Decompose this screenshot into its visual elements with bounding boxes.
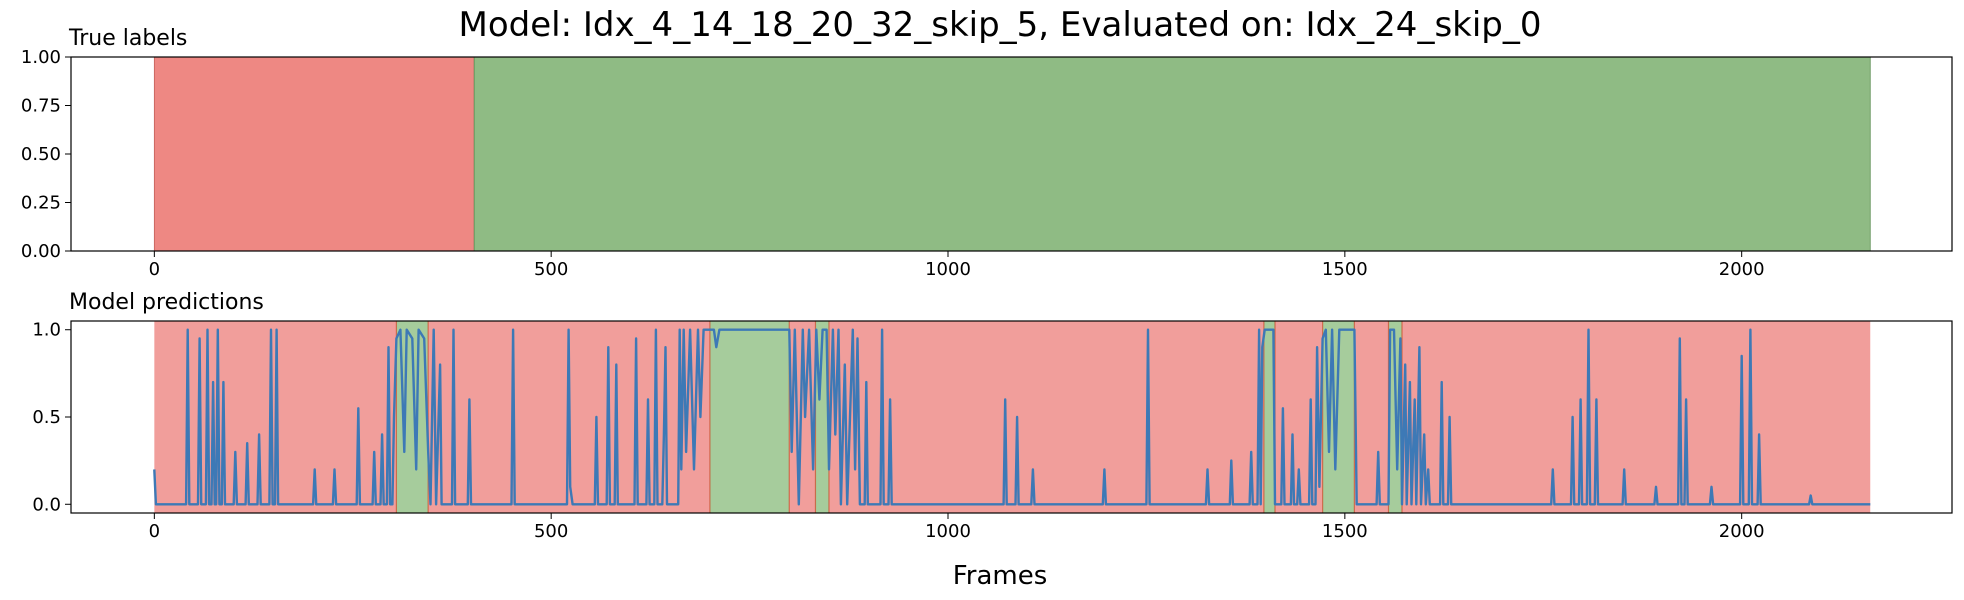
figure-title: Model: Idx_4_14_18_20_32_skip_5, Evaluat… [458, 5, 1541, 45]
true-labels-y-axis: 0.00 0.25 0.50 0.75 1.00 [21, 47, 71, 262]
x-tick-label: 0 [149, 521, 160, 542]
true-label-segment-positive [473, 56, 1871, 252]
x-axis-label: Frames [953, 561, 1048, 591]
y-tick-label: 0.75 [21, 96, 61, 117]
predictions-frame [70, 320, 1953, 514]
true-labels-title: True labels [68, 26, 187, 51]
model-predictions-title: Model predictions [69, 290, 264, 315]
y-tick-label: 0.25 [21, 193, 61, 214]
model-predictions-panel: Model predictions 0 500 1000 1500 2000 0.00.… [32, 290, 1953, 542]
y-tick-label: 0.00 [21, 241, 61, 262]
y-tick-label: 0.0 [32, 494, 61, 515]
true-label-segments [153, 56, 1871, 252]
true-labels-x-axis: 0 500 1000 1500 2000 [149, 251, 1765, 280]
predictions-x-axis: 0 500 1000 1500 2000 [149, 513, 1765, 542]
prediction-segment-negative [1354, 321, 1389, 513]
x-tick-label: 500 [534, 521, 568, 542]
y-tick-label: 1.0 [32, 320, 61, 341]
x-tick-label: 1500 [1322, 259, 1368, 280]
true-labels-frame [70, 56, 1953, 252]
prediction-segment-positive [709, 321, 790, 513]
y-tick-label: 1.00 [21, 47, 61, 68]
x-tick-label: 2000 [1719, 521, 1765, 542]
y-tick-label: 0.5 [32, 407, 61, 428]
y-tick-label: 0.50 [21, 144, 61, 165]
x-tick-label: 0 [149, 259, 160, 280]
x-tick-label: 500 [534, 259, 568, 280]
true-label-segment-negative [153, 56, 475, 252]
x-tick-label: 1000 [925, 521, 971, 542]
predictions-y-axis: 0.0 0.5 1.0 [32, 320, 71, 515]
prediction-segment-positive [1263, 321, 1275, 513]
x-tick-label: 2000 [1719, 259, 1765, 280]
x-tick-label: 1000 [925, 259, 971, 280]
x-tick-label: 1500 [1322, 521, 1368, 542]
prediction-line [153, 328, 1871, 506]
true-labels-panel: True labels 0 500 1000 1500 2000 0.00 0.25 0.5… [21, 26, 1953, 280]
prediction-segment-negative [828, 321, 1264, 513]
prediction-segment-negative [1401, 321, 1871, 513]
